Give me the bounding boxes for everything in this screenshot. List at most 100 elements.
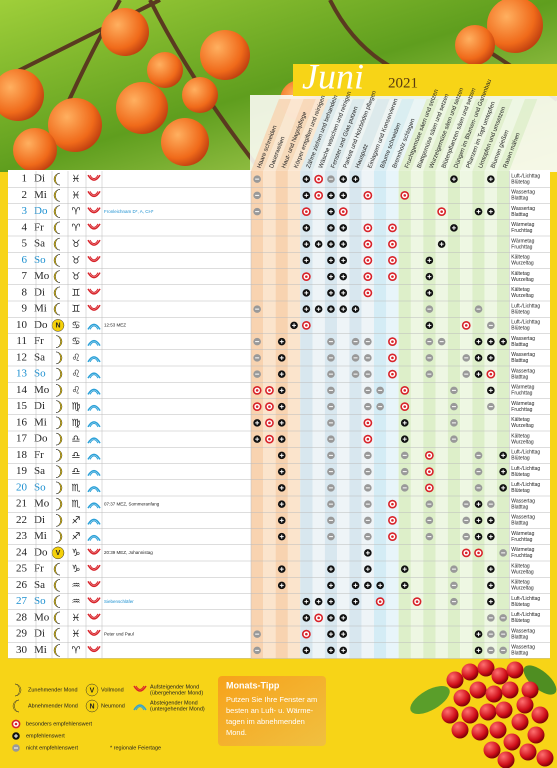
header-stripe [251, 99, 292, 171]
rating-mark [388, 255, 397, 265]
moon-arc [87, 323, 101, 330]
moon-arc [87, 304, 101, 311]
rating-mark [474, 207, 483, 216]
rating-mark [487, 402, 495, 411]
element-day: Blatttag [511, 212, 528, 218]
berry [531, 706, 549, 724]
berries [410, 659, 557, 768]
moon-arc [89, 357, 99, 363]
rating-mark [474, 548, 483, 558]
zodiac-sign: ♎ [72, 434, 81, 445]
element-day: Fruchttag [511, 407, 532, 413]
rating-dot [305, 632, 308, 636]
rating-dot [391, 356, 394, 360]
rating-mark [474, 337, 483, 346]
weekday: Do [34, 433, 48, 445]
rating-mark [364, 370, 372, 378]
weekday: Di [34, 173, 45, 185]
zodiac-sign: ♋ [72, 337, 81, 348]
rating-mark [400, 581, 409, 590]
rating-mark [364, 500, 372, 508]
berry [477, 659, 495, 677]
rating-mark [474, 500, 483, 508]
element-day: Wassertag [511, 352, 535, 358]
legend-icon [133, 685, 147, 692]
rating-dot [255, 389, 259, 392]
rating-dot [391, 535, 394, 538]
rating-mark [450, 419, 458, 427]
berry [511, 713, 529, 731]
legend-icon [14, 683, 22, 697]
rating-mark [499, 451, 507, 460]
rating-mark [327, 500, 335, 508]
moon-arc [89, 597, 99, 602]
rating-mark [302, 646, 311, 655]
rating-dot [415, 600, 419, 603]
rating-mark [487, 386, 495, 395]
rating-dot [305, 324, 308, 327]
tip-line: Putzen Sie Ihre Fenster am [226, 695, 317, 704]
rating-mark [327, 419, 335, 427]
rating-dot [268, 405, 271, 408]
berry [503, 733, 521, 751]
legend-label: Aufsteigender Mond [150, 684, 199, 690]
rating-mark [327, 370, 335, 378]
rating-mark [400, 484, 409, 492]
element-day: Blütetag [511, 472, 530, 478]
rating-dot [317, 616, 320, 620]
rating-mark [364, 565, 372, 573]
rating-mark [327, 354, 335, 362]
rating-mark [400, 467, 409, 476]
rating-dot [391, 519, 394, 522]
zodiac-sign: ♋ [72, 320, 81, 331]
rating-mark [400, 435, 409, 443]
rating-mark [339, 224, 348, 232]
rating-mark [327, 435, 335, 443]
weekday: Fr [34, 563, 44, 575]
moon-phase [53, 611, 61, 625]
day-note: 07:37 MEZ, Sommeranfang [104, 501, 160, 506]
rating-mark [499, 484, 507, 492]
moon-arc [89, 239, 99, 245]
element-day: Fruchttag [511, 537, 532, 543]
rating-dot [391, 242, 394, 246]
rating-dot [464, 551, 468, 555]
moon-arc [87, 388, 101, 395]
moon-arc [89, 548, 99, 553]
rating-dot [391, 340, 394, 343]
rating-dot [366, 194, 370, 197]
rating-mark [364, 532, 372, 541]
moon-phase [53, 172, 61, 186]
rating-mark [277, 337, 286, 346]
moon-arc [89, 288, 99, 293]
rating-dot [403, 405, 407, 408]
element-day: Luft-/Lichttag [511, 596, 540, 602]
zodiac-sign: ♉ [72, 272, 81, 283]
weekday: Do [34, 205, 48, 217]
day-number: 15 [16, 400, 28, 412]
berry [495, 701, 513, 719]
rating-mark [461, 320, 471, 330]
rating-mark [462, 516, 471, 525]
rating-mark [450, 597, 458, 606]
day-note: 20:39 MEZ, Johannistag [104, 550, 153, 555]
rating-mark [301, 207, 311, 217]
month-title: Juni [302, 56, 364, 96]
berry [527, 726, 545, 744]
rating-dot [366, 291, 370, 295]
moon-arc [87, 404, 101, 412]
rating-dot [391, 226, 394, 230]
day-number: 24 [16, 546, 28, 558]
header-stripe [386, 99, 427, 171]
weekday: Sa [34, 465, 45, 477]
day-number: 21 [16, 498, 27, 510]
element-day: Blütetag [511, 618, 530, 624]
moon-phase [55, 351, 63, 365]
rating-mark [487, 565, 495, 573]
rating-mark [302, 240, 311, 248]
